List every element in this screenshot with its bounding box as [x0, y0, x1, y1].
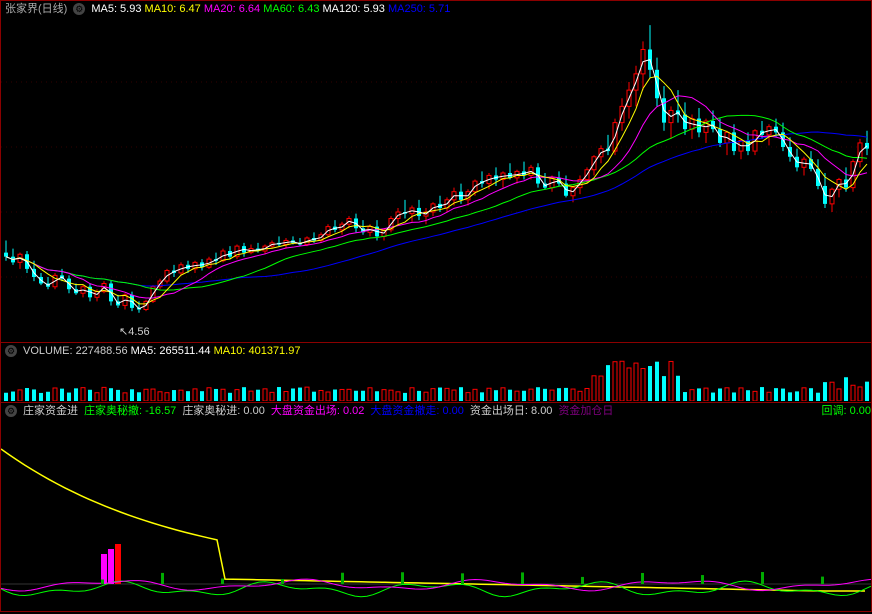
settings-icon[interactable]: ⚙	[73, 3, 85, 15]
indicator-label: 大盘资金出场: 0.02	[271, 403, 365, 419]
candlestick-panel: 张家界(日线) ⚙ MA5: 5.93 MA10: 6.47 MA20: 6.6…	[0, 0, 872, 343]
indicator-label: 大盘资金撤走: 0.00	[370, 403, 464, 419]
volume-panel: ⚙ VOLUME: 227488.56 MA5: 265511.44 MA10:…	[0, 343, 872, 403]
volume-chart[interactable]	[1, 359, 871, 401]
stock-title: 张家界(日线)	[5, 1, 67, 17]
ma-label: MA120: 5.93	[323, 3, 385, 15]
indicator-panel: ⚙ 庄家资金进庄家奥秘撤: -16.57 庄家奥秘进: 0.00 大盘资金出场: 0…	[0, 403, 872, 612]
indicator-label: 庄家奥秘撤: -16.57	[84, 403, 176, 419]
ma-labels: MA5: 5.93 MA10: 6.47 MA20: 6.64 MA60: 6.…	[91, 1, 450, 17]
volume-header: ⚙ VOLUME: 227488.56 MA5: 265511.44 MA10:…	[1, 343, 871, 359]
indicator-label: 庄家资金进	[23, 403, 78, 419]
indicator-label: 资金出场日: 8.00	[470, 403, 553, 419]
ma-label: MA20: 6.64	[204, 3, 260, 15]
indicator-header: ⚙ 庄家资金进庄家奥秘撤: -16.57 庄家奥秘进: 0.00 大盘资金出场: 0…	[1, 403, 871, 419]
settings-icon[interactable]: ⚙	[5, 405, 17, 417]
ma-label: MA250: 5.71	[388, 3, 450, 15]
low-price-label: ↖4.56	[119, 325, 150, 338]
volume-label: MA5: 265511.44	[131, 345, 211, 357]
indicator-labels: 庄家资金进庄家奥秘撤: -16.57 庄家奥秘进: 0.00 大盘资金出场: 0.0…	[23, 403, 871, 419]
candlestick-chart[interactable]: ↖4.56	[1, 17, 871, 342]
indicator-chart[interactable]	[1, 419, 871, 609]
indicator-label: 回调: 0.00	[821, 403, 871, 419]
volume-labels: VOLUME: 227488.56 MA5: 265511.44 MA10: 4…	[23, 343, 300, 359]
settings-icon[interactable]: ⚙	[5, 345, 17, 357]
ma-label: MA5: 5.93	[91, 3, 141, 15]
indicator-label: 资金加仓日	[558, 403, 613, 419]
ma-label: MA60: 6.43	[263, 3, 319, 15]
ma-label: MA10: 6.47	[145, 3, 201, 15]
candlestick-header: 张家界(日线) ⚙ MA5: 5.93 MA10: 6.47 MA20: 6.6…	[1, 1, 871, 17]
volume-label: MA10: 401371.97	[214, 345, 301, 357]
indicator-label: 庄家奥秘进: 0.00	[182, 403, 265, 419]
volume-label: VOLUME: 227488.56	[23, 345, 128, 357]
